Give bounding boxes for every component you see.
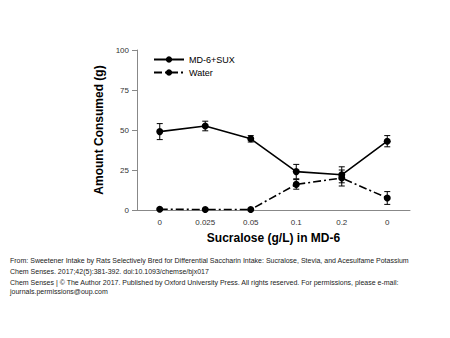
- svg-text:Water: Water: [189, 68, 213, 78]
- svg-text:MD-6+SUX: MD-6+SUX: [189, 55, 235, 65]
- svg-text:50: 50: [120, 126, 129, 135]
- svg-text:25: 25: [120, 166, 129, 175]
- svg-text:0.2: 0.2: [336, 218, 348, 227]
- svg-text:0: 0: [385, 218, 390, 227]
- html-text:Chem Senses | © The Author 201: Chem Senses | © The Author 2017. Publish…: [10, 279, 399, 295]
- svg-text:0: 0: [125, 206, 130, 215]
- svg-text:0: 0: [158, 218, 163, 227]
- svg-text:0.1: 0.1: [291, 218, 303, 227]
- svg-text:Amount Consumed (g): Amount Consumed (g): [92, 65, 106, 194]
- svg-text:0.05: 0.05: [243, 218, 259, 227]
- svg-text:100: 100: [116, 46, 130, 55]
- html-text:From: Sweetener Intake by Rats: From: Sweetener Intake by Rats Selective…: [10, 257, 409, 264]
- svg-text:Sucralose (g/L) in MD-6: Sucralose (g/L) in MD-6: [207, 231, 341, 245]
- svg-text:0.025: 0.025: [195, 218, 216, 227]
- svg-text:75: 75: [120, 86, 129, 95]
- html-text:Chem Senses. 2017;42(5):381-39: Chem Senses. 2017;42(5):381-392. doi:10.…: [10, 268, 209, 275]
